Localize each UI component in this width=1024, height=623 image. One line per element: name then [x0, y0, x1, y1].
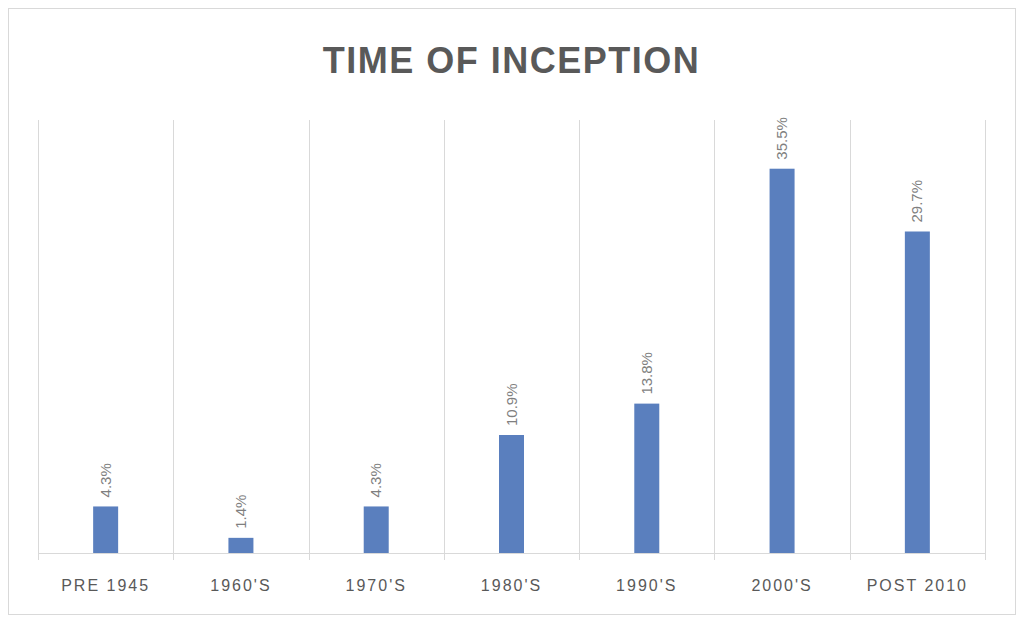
- bar: [93, 506, 118, 553]
- chart-title: TIME OF INCEPTION: [323, 40, 701, 81]
- chart-container: TIME OF INCEPTION 4.3% 1.4% 4.3% 10.9% 13.8% 3…: [0, 0, 1024, 623]
- x-tick-label: 1990'S: [616, 577, 677, 594]
- category-separator: [309, 120, 310, 560]
- bar: [770, 169, 795, 553]
- x-tick-labels: PRE 1945 1960'S 1970'S 1980'S 1990'S 2000'S PO…: [61, 577, 968, 594]
- category-separator: [38, 120, 39, 560]
- bar: [364, 506, 389, 553]
- bars: [93, 169, 930, 553]
- data-label: 13.8%: [638, 352, 655, 395]
- x-axis-line: [38, 553, 985, 554]
- data-label: 10.9%: [503, 383, 520, 426]
- category-separator: [850, 120, 851, 560]
- data-labels: 4.3% 1.4% 4.3% 10.9% 13.8% 35.5% 29.7%: [97, 117, 926, 529]
- bar: [228, 538, 253, 553]
- bar: [634, 404, 659, 553]
- category-separator: [444, 120, 445, 560]
- x-tick-label: 1960'S: [210, 577, 271, 594]
- bar: [905, 231, 930, 553]
- x-tick-label: PRE 1945: [61, 577, 150, 594]
- data-label: 29.7%: [908, 180, 925, 223]
- x-tick-label: 2000'S: [751, 577, 812, 594]
- data-label: 4.3%: [367, 463, 384, 497]
- data-label: 4.3%: [97, 463, 114, 497]
- data-label: 1.4%: [232, 495, 249, 529]
- data-label: 35.5%: [773, 117, 790, 160]
- bar: [499, 435, 524, 553]
- category-separator: [714, 120, 715, 560]
- x-tick-label: POST 2010: [867, 577, 968, 594]
- x-tick-label: 1980'S: [481, 577, 542, 594]
- category-separator: [985, 120, 986, 560]
- category-separator: [579, 120, 580, 560]
- category-separator: [173, 120, 174, 560]
- chart-svg: TIME OF INCEPTION 4.3% 1.4% 4.3% 10.9% 13.8% 3…: [0, 0, 1024, 623]
- x-tick-label: 1970'S: [346, 577, 407, 594]
- chart-frame: [9, 9, 1016, 615]
